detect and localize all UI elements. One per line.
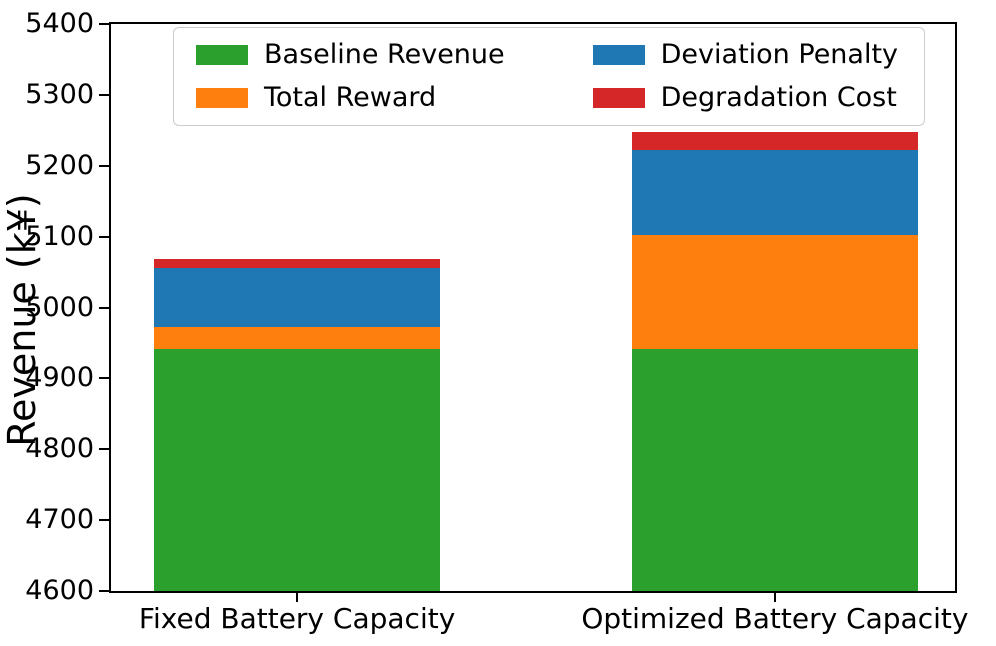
y-tick-mark xyxy=(99,590,109,592)
y-tick-label: 5300 xyxy=(25,78,94,110)
y-tick-label: 4900 xyxy=(25,362,94,394)
y-tick-mark xyxy=(99,93,109,96)
legend-item-baseline-revenue: Baseline Revenue xyxy=(196,40,505,70)
y-tick-label: 5400 xyxy=(25,8,94,39)
x-tick-label-optimized-battery-capacity: Optimized Battery Capacity xyxy=(581,602,969,635)
legend-swatch-icon xyxy=(196,88,248,108)
legend-item-total-reward: Total Reward xyxy=(196,83,505,113)
y-tick-label: 5100 xyxy=(25,220,94,252)
x-tick-mark xyxy=(296,593,299,602)
legend-item-deviation-penalty: Deviation Penalty xyxy=(592,39,899,70)
bars-layer xyxy=(111,24,955,591)
bar-segment-total-reward xyxy=(153,327,441,349)
y-tick-label: 4600 xyxy=(25,575,94,606)
y-tick-mark xyxy=(99,519,109,522)
legend-swatch-icon xyxy=(592,88,645,108)
bar-segment-degradation-cost xyxy=(153,259,441,268)
y-tick-label: 4800 xyxy=(25,433,94,465)
y-tick-mark xyxy=(99,448,109,451)
y-tick-label: 5200 xyxy=(25,149,94,181)
legend-swatch-icon xyxy=(196,45,248,65)
bar-segment-degradation-cost xyxy=(631,131,919,151)
bar-segment-baseline-revenue xyxy=(631,348,919,591)
bar-segment-deviation-penalty xyxy=(153,267,441,328)
plot-area: Baseline Revenue Total Reward Deviation Pe… xyxy=(109,22,957,593)
bar-segment-deviation-penalty xyxy=(631,150,919,235)
y-tick-mark xyxy=(99,235,109,238)
x-tick-label-fixed-battery-capacity: Fixed Battery Capacity xyxy=(138,602,456,635)
legend-label: Total Reward xyxy=(264,82,437,113)
legend-label: Deviation Penalty xyxy=(660,39,899,70)
y-tick-mark xyxy=(99,306,109,309)
y-tick-mark xyxy=(99,377,109,380)
legend-swatch-icon xyxy=(592,45,645,65)
legend-label: Degradation Cost xyxy=(660,82,897,113)
legend: Baseline Revenue Total Reward Deviation Pe… xyxy=(173,27,926,126)
y-tick-mark xyxy=(99,164,109,167)
legend-label: Baseline Revenue xyxy=(264,39,505,70)
bar-segment-baseline-revenue xyxy=(153,348,441,591)
legend-item-degradation-cost: Degradation Cost xyxy=(592,82,898,113)
y-tick-mark xyxy=(99,23,109,25)
x-tick-mark xyxy=(773,593,776,602)
y-tick-label: 5000 xyxy=(25,291,94,323)
y-tick-label: 4700 xyxy=(25,504,94,536)
bar-segment-total-reward xyxy=(631,234,919,349)
